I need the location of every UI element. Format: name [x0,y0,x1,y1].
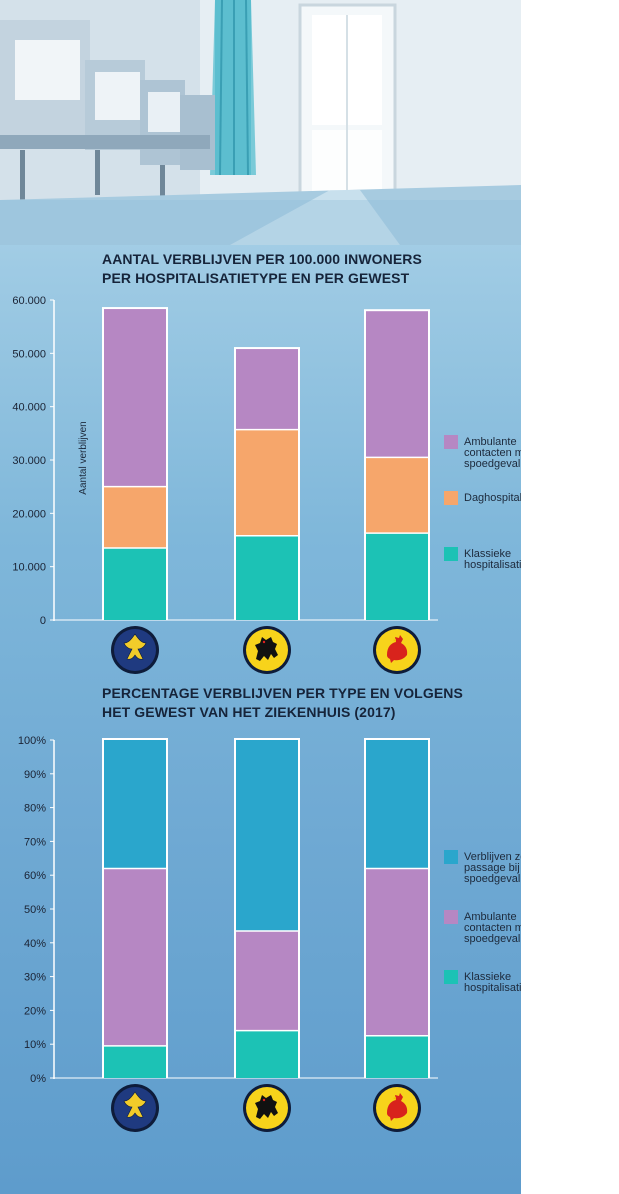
y-tick-label: 60.000 [12,295,46,307]
bar-segment [104,548,166,620]
legend-label: Daghospitalisatie [464,492,521,504]
legend-swatch [444,910,458,924]
legend-label: spoedgevallendienst [464,933,521,945]
legend-swatch [444,970,458,984]
bar-segment [236,930,298,1031]
y-tick-label: 20% [24,1005,46,1017]
legend-swatch [444,435,458,449]
y-tick-label: 0 [40,615,46,627]
y-axis-label: Aantal verblijven [78,421,89,494]
y-tick-label: 90% [24,769,46,781]
bar-segment [366,311,428,458]
bar-segment [104,740,166,869]
bar-segment [104,486,166,548]
legend-label: Ambulante [464,911,517,923]
y-tick-label: 10.000 [12,562,46,574]
y-tick-label: 30.000 [12,455,46,467]
y-tick-label: 50% [24,904,46,916]
flemish-lion-emblem-icon [242,1083,292,1133]
brussels-iris-emblem-icon [110,625,160,675]
legend-label: hospitalisatie [464,982,521,994]
chart1-title-line: AANTAL VERBLIJVEN PER 100.000 INWONERS [102,251,422,267]
bar-segment [366,1035,428,1078]
legend-label: spoedgevallendienst [464,873,521,885]
hospital-corridor-photo [0,0,521,245]
y-tick-label: 10% [24,1039,46,1051]
legend-label: hospitalisatie [464,559,521,571]
bar-segment [366,533,428,620]
chart1-title: AANTAL VERBLIJVEN PER 100.000 INWONERS P… [102,250,512,288]
chart2-title: PERCENTAGE VERBLIJVEN PER TYPE EN VOLGEN… [102,684,512,722]
legend-label: Klassieke [464,548,511,560]
bar-segment [366,868,428,1036]
chart1-title-line: PER HOSPITALISATIETYPE EN PER GEWEST [102,270,410,286]
bar-segment [236,740,298,931]
chart2-stacked-percentage-bar-chart: 0% 10% 20% 30% 40% 50% 60% 70% 80% 90% 100% Verblij… [18,735,521,1085]
y-tick-label: 100% [18,735,46,747]
legend-swatch [444,547,458,561]
y-tick-label: 40% [24,938,46,950]
bar-segment [104,309,166,487]
legend-swatch [444,850,458,864]
y-tick-label: 60% [24,870,46,882]
y-tick-label: 20.000 [12,508,46,520]
flemish-lion-emblem-icon [242,625,292,675]
legend-label: Ambulante [464,436,517,448]
chart1-stacked-bar-chart: 0 10.000 20.000 30.000 40.000 50.000 60.000 Aan… [12,295,521,627]
bar-segment [104,1045,166,1078]
chart2-title-line: PERCENTAGE VERBLIJVEN PER TYPE EN VOLGEN… [102,685,463,701]
y-tick-label: 30% [24,972,46,984]
legend-label: spoedgevallendienst [464,458,521,470]
bar-segment [236,1030,298,1078]
infographic-poster: AANTAL VERBLIJVEN PER 100.000 INWONERS P… [0,0,521,1194]
legend-label: contacten met de [464,922,521,934]
y-tick-label: 70% [24,836,46,848]
walloon-rooster-emblem-icon [372,1083,422,1133]
bar-segment [236,535,298,620]
y-tick-label: 80% [24,803,46,815]
hospital-photo-illustration [0,0,521,245]
y-tick-label: 0% [30,1073,46,1085]
legend-label: Verblijven zonder [464,851,521,863]
legend-swatch [444,491,458,505]
legend-label: contacten met de [464,447,521,459]
legend-label: passage bij de [464,862,521,874]
bar-segment [236,349,298,430]
bar-segment [366,457,428,534]
bar-segment [104,868,166,1046]
legend-label: Klassieke [464,971,511,983]
brussels-iris-emblem-icon [110,1083,160,1133]
walloon-rooster-emblem-icon [372,625,422,675]
y-tick-label: 40.000 [12,402,46,414]
chart2-title-line: HET GEWEST VAN HET ZIEKENHUIS (2017) [102,704,396,720]
y-tick-label: 50.000 [12,348,46,360]
bar-segment [366,740,428,869]
bar-segment [236,429,298,536]
